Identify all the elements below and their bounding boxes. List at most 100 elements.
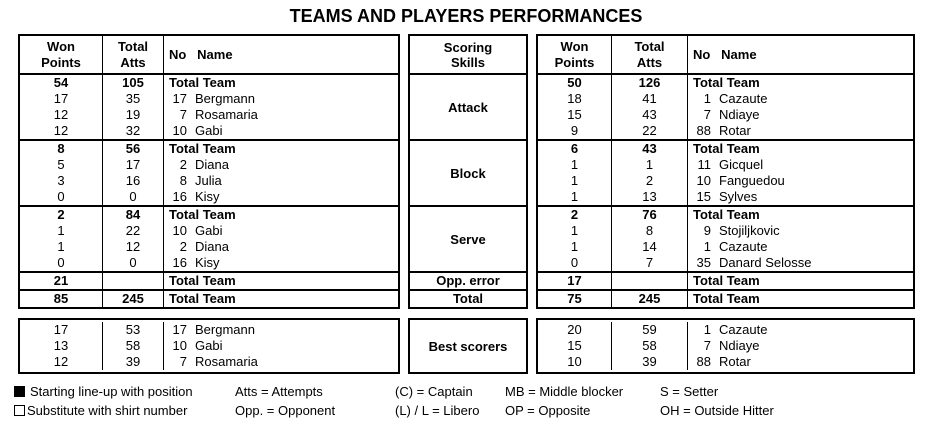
header-line: Points [554, 54, 595, 70]
total-atts-cell: 59 [612, 322, 688, 338]
shirt-number: 17 [172, 322, 187, 337]
player-name: Stojiljkovic [719, 223, 780, 238]
player-name: Julia [195, 173, 222, 188]
player-name: Fanguedou [719, 173, 785, 188]
table-row: 20 59 1 Cazaute [538, 322, 913, 338]
opp-error-row: 21 Total Team [20, 271, 398, 289]
player-name: Cazaute [719, 91, 768, 106]
player-cell: 7 Ndiaye [688, 107, 913, 123]
won-points-cell: 17 [538, 273, 612, 289]
player-name: Rosamaria [195, 107, 258, 122]
team-name-cell: Total Team [693, 141, 760, 156]
table-row: 1 12 2 Diana [20, 239, 398, 255]
won-points-cell: 1 [20, 223, 103, 239]
player-cell: 16 Kisy [164, 189, 398, 205]
team-name-cell: Total Team [169, 141, 236, 156]
total-atts-cell: 0 [103, 255, 164, 271]
table-row: 1 1 11 Gicquel [538, 157, 913, 173]
table-header-row: Won Points Total Atts No Name [538, 36, 913, 75]
player-name: Rosamaria [195, 354, 258, 369]
total-atts-cell: 76 [612, 207, 688, 223]
table-row: 1 2 10 Fanguedou [538, 173, 913, 189]
player-cell: 1 Cazaute [688, 322, 913, 338]
won-points-cell: 17 [20, 91, 103, 107]
legend-item: (C) = Captain [395, 384, 473, 399]
won-points-cell: 10 [538, 354, 612, 370]
table-row: 1 14 1 Cazaute [538, 239, 913, 255]
total-atts-cell: 39 [103, 354, 164, 370]
legend-item: Opp. = Opponent [235, 403, 336, 418]
total-atts-cell: 22 [103, 223, 164, 239]
won-points-cell: 15 [538, 338, 612, 354]
shirt-number: 10 [172, 223, 187, 238]
left-team-column: Won Points Total Atts No Name 54 105 Total… [18, 34, 400, 374]
header-line: Atts [120, 54, 146, 70]
team-name-cell: Total Team [169, 291, 236, 306]
total-atts-cell: 35 [103, 91, 164, 107]
left-team-table: Won Points Total Atts No Name 54 105 Total… [18, 34, 400, 309]
scoring-skills-column: Scoring Skills Attack Block Serve Opp. er… [408, 34, 528, 374]
player-cell: 7 Ndiaye [688, 338, 913, 354]
total-atts-cell: 22 [612, 123, 688, 139]
table-row: 1 8 9 Stojiljkovic [538, 223, 913, 239]
player-cell: 1 Cazaute [688, 239, 913, 255]
table-row: 15 58 7 Ndiaye [538, 338, 913, 354]
player-cell: 1 Cazaute [688, 91, 913, 107]
page-title: TEAMS AND PLAYERS PERFORMANCES [289, 6, 643, 26]
table-row: 17 35 17 Bergmann [20, 91, 398, 107]
shirt-number: 88 [696, 354, 711, 369]
legend-item: OH = Outside Hitter [660, 403, 774, 418]
won-points-cell: 75 [538, 291, 612, 307]
shirt-number: 10 [172, 338, 187, 353]
player-cell: 10 Gabi [164, 223, 398, 239]
table-row-total: 54 105 Total Team [20, 75, 398, 91]
table-row: 0 7 35 Danard Selosse [538, 255, 913, 271]
team-name-cell: Total Team [693, 273, 760, 288]
won-points-cell: 0 [538, 255, 612, 271]
player-cell: 7 Rosamaria [164, 107, 398, 123]
table-row: 9 22 88 Rotar [538, 123, 913, 139]
legend-item: Substitute with shirt number [14, 401, 235, 420]
legend-item: S = Setter [660, 384, 719, 399]
player-cell: 9 Stojiljkovic [688, 223, 913, 239]
table-row-total: 2 84 Total Team [20, 205, 398, 223]
shirt-number: 8 [179, 173, 187, 188]
skill-label-total: Total [410, 289, 526, 307]
table-row: 18 41 1 Cazaute [538, 91, 913, 107]
shirt-number: 17 [172, 91, 187, 106]
table-row: 17 53 17 Bergmann [20, 322, 398, 338]
player-cell: 88 Rotar [688, 123, 913, 139]
performance-boards: Won Points Total Atts No Name 54 105 Total… [18, 34, 916, 374]
player-name: Ndiaye [719, 107, 760, 122]
player-name: Gabi [195, 123, 223, 138]
player-cell: 17 Bergmann [164, 322, 398, 338]
total-atts-cell: 7 [612, 255, 688, 271]
total-atts-cell: 41 [612, 91, 688, 107]
player-name: Diana [195, 239, 229, 254]
player-name: Cazaute [719, 322, 768, 337]
legend: Starting line-up with position Atts = At… [14, 382, 932, 420]
team-name-cell: Total Team [693, 291, 760, 306]
shirt-number: 1 [703, 239, 711, 254]
player-cell: 8 Julia [164, 173, 398, 189]
table-row-total: 6 43 Total Team [538, 139, 913, 157]
filled-square-icon [14, 386, 25, 397]
total-atts-cell [103, 273, 164, 289]
total-atts-cell: 13 [612, 189, 688, 205]
hollow-square-icon [14, 405, 25, 416]
total-atts-cell: 245 [612, 291, 688, 307]
team-name-cell: Total Team [169, 273, 236, 288]
header-line: Won [47, 38, 75, 54]
table-row: 3 16 8 Julia [20, 173, 398, 189]
total-atts-cell: 84 [103, 207, 164, 223]
table-row-total: 8 56 Total Team [20, 139, 398, 157]
shirt-number: 35 [696, 255, 711, 270]
player-cell: 35 Danard Selosse [688, 255, 913, 271]
team-name-cell: Total Team [693, 207, 760, 222]
player-cell: 11 Gicquel [688, 157, 913, 173]
table-row: 0 0 16 Kisy [20, 255, 398, 271]
shirt-number: 16 [172, 255, 187, 270]
no-name-header: No Name [693, 46, 757, 62]
table-row: 0 0 16 Kisy [20, 189, 398, 205]
player-cell: 2 Diana [164, 157, 398, 173]
